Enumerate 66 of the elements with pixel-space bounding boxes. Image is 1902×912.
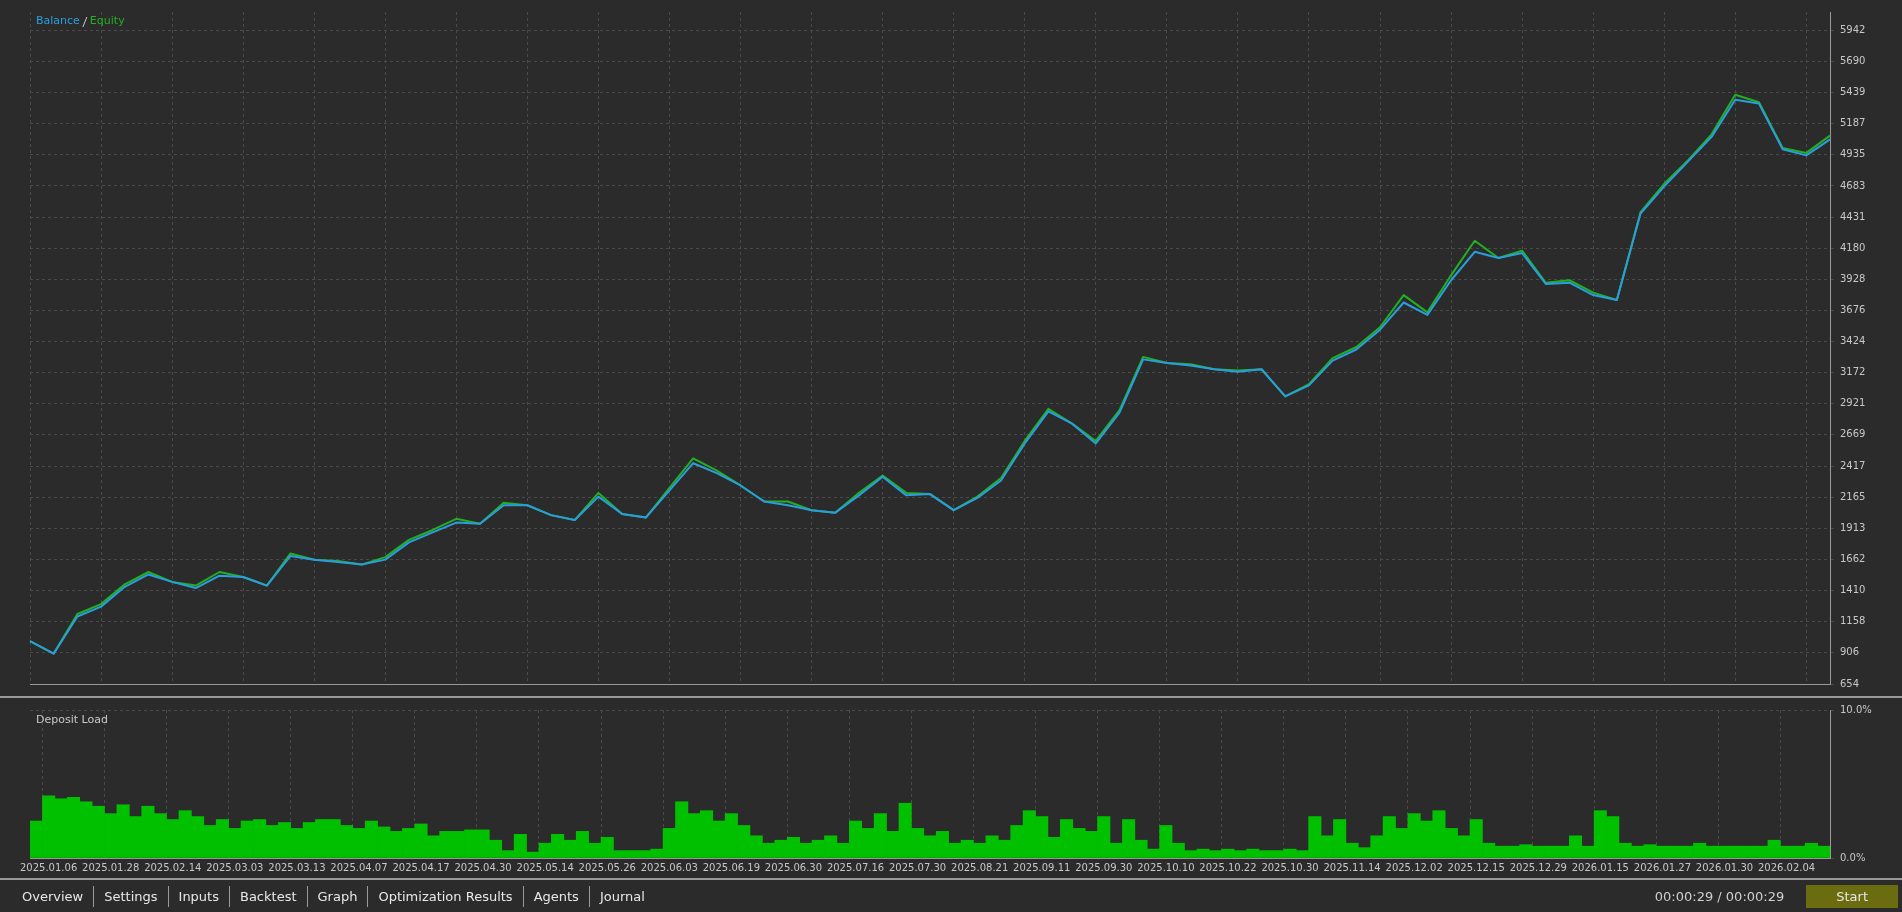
x-tick-label: 2025.12.02 xyxy=(1385,861,1443,873)
x-tick-label: 2025.07.16 xyxy=(826,861,885,873)
y-tick-label: 654 xyxy=(1840,677,1860,689)
y-tick-label: 2921 xyxy=(1840,397,1866,409)
x-tick-label: 2025.11.14 xyxy=(1323,861,1381,873)
x-tick-label: 2026.01.27 xyxy=(1633,861,1692,873)
x-tick-label: 2025.03.13 xyxy=(268,861,326,873)
y-tick-label: 1913 xyxy=(1840,521,1866,533)
y-tick-label: 5942 xyxy=(1840,23,1866,35)
x-tick-label: 2025.05.26 xyxy=(578,861,636,873)
x-tick-label: 2026.02.04 xyxy=(1757,861,1816,873)
x-tick-label: 2025.01.06 xyxy=(19,861,78,873)
x-tick-label: 2025.06.03 xyxy=(640,861,698,873)
y-tick-label: 0.0% xyxy=(1840,851,1866,863)
x-tick-label: 2025.06.30 xyxy=(764,861,823,873)
text: Journal xyxy=(588,885,655,907)
x-tick-label: 2025.04.17 xyxy=(392,861,450,873)
y-tick-label: 3676 xyxy=(1840,304,1866,316)
y-tick-label: 2165 xyxy=(1840,490,1866,502)
y-tick-label: 4935 xyxy=(1840,148,1866,160)
y-tick-label: 5690 xyxy=(1840,55,1866,67)
x-tick-label: 2025.08.21 xyxy=(951,861,1009,873)
y-tick-label: 1410 xyxy=(1840,584,1866,596)
text: Inputs xyxy=(167,885,229,907)
x-tick-label: 2026.01.30 xyxy=(1695,861,1754,873)
y-tick-label: 5439 xyxy=(1840,86,1866,98)
x-tick-label: 2025.03.03 xyxy=(206,861,264,873)
y-tick-label: 4180 xyxy=(1840,241,1866,253)
text: Start xyxy=(1806,884,1898,908)
text: Agents xyxy=(522,885,589,907)
y-tick-label: 2417 xyxy=(1840,459,1866,471)
x-tick-label: 2025.12.29 xyxy=(1509,861,1567,873)
text: Settings xyxy=(93,885,168,907)
y-tick-label: 5187 xyxy=(1840,117,1866,129)
x-tick-label: 2025.01.28 xyxy=(82,861,140,873)
y-tick-label: 10.0% xyxy=(1840,703,1872,715)
text: Balance xyxy=(36,14,81,28)
text: Equity xyxy=(89,14,126,28)
y-tick-label: 3928 xyxy=(1840,272,1866,284)
x-tick-label: 2025.10.10 xyxy=(1137,861,1195,873)
text: Optimization Results xyxy=(367,885,523,907)
y-tick-label: 3172 xyxy=(1840,366,1866,378)
y-tick-label: 4431 xyxy=(1840,210,1866,222)
text: Backtest xyxy=(228,885,307,907)
text: 00:00:29 / 00:00:29 xyxy=(1653,887,1786,906)
x-tick-label: 2025.02.14 xyxy=(144,861,202,873)
y-tick-label: 906 xyxy=(1840,646,1860,658)
y-tick-label: 4683 xyxy=(1840,179,1866,191)
y-tick-label: 3424 xyxy=(1840,335,1866,347)
x-tick-label: 2025.12.15 xyxy=(1447,861,1505,873)
x-tick-label: 2025.07.30 xyxy=(888,861,947,873)
text: Graph xyxy=(306,885,368,907)
x-tick-label: 2026.01.15 xyxy=(1571,861,1629,873)
y-tick-label: 2669 xyxy=(1840,428,1866,440)
x-tick-label: 2025.09.11 xyxy=(1013,861,1071,873)
x-tick-label: 2025.06.19 xyxy=(702,861,761,873)
y-tick-label: 1158 xyxy=(1840,615,1866,627)
x-tick-label: 2025.04.30 xyxy=(454,861,512,873)
text: Overview xyxy=(21,887,85,906)
x-tick-label: 2025.10.22 xyxy=(1199,861,1257,873)
x-tick-label: 2025.09.30 xyxy=(1075,861,1133,873)
x-tick-label: 2025.05.14 xyxy=(516,861,574,873)
x-tick-label: 2025.10.30 xyxy=(1261,861,1319,873)
y-tick-label: 1662 xyxy=(1840,552,1866,564)
x-tick-label: 2025.04.07 xyxy=(330,861,388,873)
chart-title: Deposit Load xyxy=(36,713,108,727)
